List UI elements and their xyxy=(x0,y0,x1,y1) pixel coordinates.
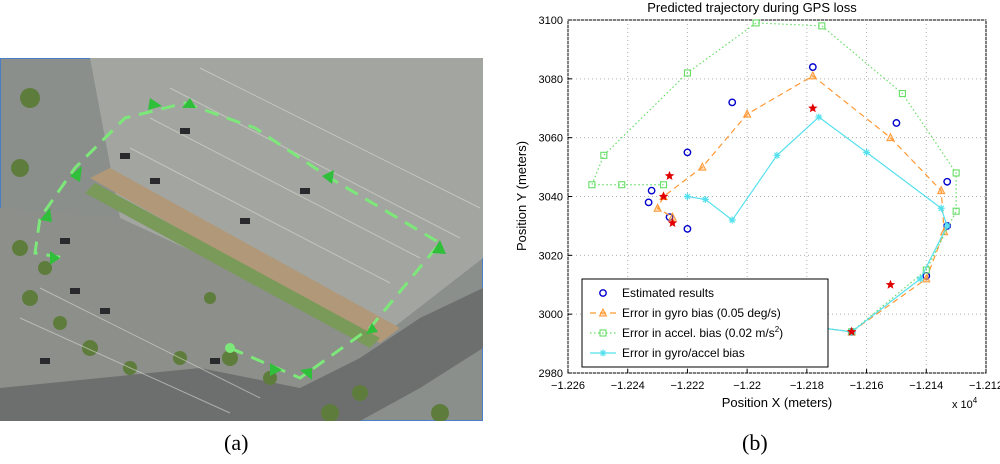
data-point xyxy=(916,275,924,283)
data-point xyxy=(892,119,901,127)
data-point xyxy=(742,109,752,118)
x-axis-label: Position X (meters) xyxy=(722,395,833,410)
data-point xyxy=(886,132,895,142)
data-point xyxy=(921,273,931,283)
y-tick-label: 2980 xyxy=(539,368,563,380)
x-tick-label: −1.212 xyxy=(969,380,1000,392)
data-point xyxy=(698,161,707,171)
y-axis-label: Position Y (meters) xyxy=(514,141,529,251)
x-tick-label: −1.222 xyxy=(670,380,704,392)
chart-title: Predicted trajectory during GPS loss xyxy=(647,0,857,15)
legend-label: Estimated results xyxy=(622,286,714,300)
data-point xyxy=(653,203,662,212)
data-point xyxy=(644,198,653,207)
data-point xyxy=(728,98,737,107)
data-point xyxy=(683,148,692,157)
data-point xyxy=(752,19,760,27)
data-point xyxy=(936,185,946,195)
data-point xyxy=(898,89,906,98)
legend-item: Estimated results xyxy=(599,286,714,300)
aerial-parking-lot-image xyxy=(0,57,484,422)
panel-a-label: (a) xyxy=(224,430,249,455)
panel-b-label: (b) xyxy=(742,430,768,455)
data-point xyxy=(701,195,709,203)
trajectory-chart-panel: Predicted trajectory during GPS loss −1.… xyxy=(500,0,1000,459)
data-point xyxy=(683,224,692,233)
data-point xyxy=(943,222,951,230)
data-point xyxy=(815,113,823,121)
legend-item: Error in accel. bias (0.02 m/s2) xyxy=(590,325,783,340)
y-tick-label: 3060 xyxy=(539,133,563,145)
legend: Estimated results Error in gyro bias (0.0… xyxy=(581,278,829,368)
data-point xyxy=(846,326,857,336)
data-point xyxy=(667,218,678,227)
data-point xyxy=(937,204,945,212)
data-point xyxy=(885,279,896,289)
legend-box xyxy=(581,278,829,368)
legend-item: Error in gyro/accel bias xyxy=(590,346,745,360)
data-point xyxy=(728,216,736,224)
data-point xyxy=(952,169,960,177)
data-point xyxy=(773,151,781,159)
series-line xyxy=(590,22,957,333)
series-layer xyxy=(588,19,960,336)
data-point xyxy=(588,181,596,189)
x-tick-label: −1.224 xyxy=(611,380,645,392)
x-tick-label: −1.22 xyxy=(733,380,761,392)
x-tick-label: −1.216 xyxy=(850,380,884,392)
data-point xyxy=(952,207,960,215)
legend-marker xyxy=(598,307,608,317)
legend-label: Error in gyro/accel bias xyxy=(622,346,745,360)
y-tick-label: 3000 xyxy=(539,309,563,321)
legend-label: Error in gyro bias (0.05 deg/s) xyxy=(622,306,781,320)
legend-marker xyxy=(599,349,607,357)
legend-marker xyxy=(599,289,607,297)
legend-marker xyxy=(599,329,607,337)
data-point xyxy=(863,148,871,156)
data-point xyxy=(618,181,626,189)
x-multiplier-label: x 104 xyxy=(952,396,978,411)
legend-item: Error in gyro bias (0.05 deg/s) xyxy=(590,306,781,320)
aerial-image-panel xyxy=(0,57,484,422)
data-point xyxy=(658,191,669,201)
y-tick-label: 3100 xyxy=(539,15,563,27)
data-point xyxy=(808,103,818,113)
y-tick-label: 3020 xyxy=(539,250,563,262)
data-point xyxy=(659,181,668,189)
legend-label: Error in accel. bias (0.02 m/s2) xyxy=(622,325,783,340)
data-point xyxy=(818,22,826,30)
x-tick-label: −1.214 xyxy=(909,380,943,392)
x-tick-label: −1.218 xyxy=(790,380,824,392)
data-point xyxy=(808,63,817,71)
y-tick-label: 3040 xyxy=(539,192,563,204)
series-3 xyxy=(683,113,951,336)
y-tick-label: 3080 xyxy=(539,74,563,86)
data-point xyxy=(943,177,952,186)
data-point xyxy=(664,170,675,180)
data-point xyxy=(600,151,608,159)
data-point xyxy=(683,193,691,200)
x-tick-label: −1.226 xyxy=(551,380,585,392)
data-point xyxy=(808,70,818,80)
data-point xyxy=(647,186,656,195)
axis-ticks: −1.226 −1.224 −1.222 −1.22 −1.218 −1.216 −1.21… xyxy=(539,15,1000,392)
data-point xyxy=(683,69,691,77)
trajectory-chart: Predicted trajectory during GPS loss −1.… xyxy=(514,0,1000,411)
